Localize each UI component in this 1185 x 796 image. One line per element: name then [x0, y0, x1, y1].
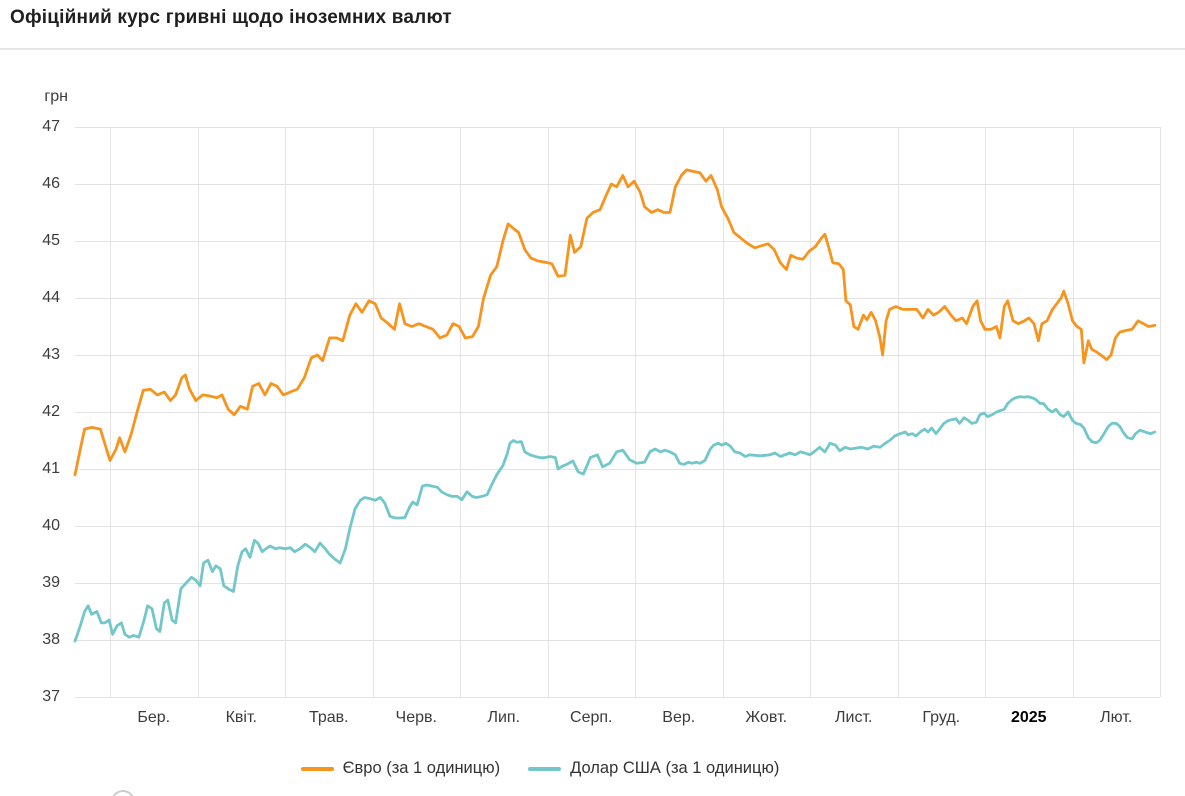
x-tick-label: Трав. — [308, 709, 349, 726]
x-tick-label: 2025 — [1010, 709, 1047, 726]
euro-series-line — [73, 168, 1157, 477]
legend-item-usd[interactable]: Долар США (за 1 одиницю) — [528, 759, 779, 778]
x-tick-label: Жовт. — [745, 709, 788, 726]
legend-label-euro: Євро (за 1 одиницю) — [342, 759, 501, 777]
chart-legend: Євро (за 1 одиницю) Долар США (за 1 один… — [0, 759, 1080, 778]
x-tick-label: Лют. — [1100, 709, 1133, 726]
y-tick-label: 45 — [42, 232, 60, 249]
euro-line-swatch — [300, 766, 334, 771]
x-tick-label: Квіт. — [225, 709, 257, 726]
title-divider — [0, 48, 1185, 50]
y-tick-label: 38 — [42, 631, 60, 648]
legend-item-euro[interactable]: Євро (за 1 одиницю) — [300, 759, 501, 778]
x-tick-label: Лип. — [487, 709, 521, 726]
x-tick-label: Груд. — [922, 709, 961, 726]
x-tick-label: Серп. — [570, 709, 613, 726]
usd-series-line — [73, 395, 1157, 643]
y-tick-label: 46 — [42, 175, 60, 192]
page-title: Офіційний курс гривні щодо іноземних вал… — [10, 7, 452, 28]
y-tick-label: 40 — [42, 517, 60, 534]
legend-label-usd: Долар США (за 1 одиницю) — [570, 759, 780, 777]
x-tick-label: Черв. — [395, 709, 437, 726]
below-fold-element — [110, 790, 140, 796]
y-axis-unit-label: грн — [44, 88, 68, 105]
y-tick-label: 44 — [42, 289, 60, 306]
y-tick-label: 43 — [42, 346, 60, 363]
y-tick-label: 42 — [42, 403, 60, 420]
usd-line-swatch — [528, 766, 562, 771]
x-tick-label: Лист. — [835, 709, 873, 726]
partial-circle-icon — [111, 790, 135, 796]
y-tick-label: 39 — [42, 574, 60, 591]
x-tick-label: Бер. — [137, 709, 171, 726]
x-tick-label: Вер. — [662, 709, 696, 726]
y-tick-label: 41 — [42, 460, 60, 477]
y-tick-label: 47 — [42, 118, 60, 135]
y-tick-label: 37 — [42, 688, 60, 705]
